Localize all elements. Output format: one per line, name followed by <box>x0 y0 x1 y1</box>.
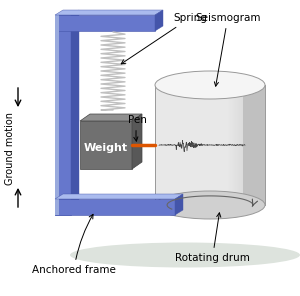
Polygon shape <box>80 121 132 169</box>
Polygon shape <box>259 85 265 205</box>
Text: Weight: Weight <box>84 143 128 153</box>
Polygon shape <box>262 85 265 205</box>
Polygon shape <box>230 85 265 205</box>
Polygon shape <box>255 85 265 205</box>
Polygon shape <box>239 85 265 205</box>
Polygon shape <box>236 85 265 205</box>
Ellipse shape <box>155 191 265 219</box>
Polygon shape <box>250 85 265 205</box>
Text: Spring: Spring <box>121 13 207 64</box>
Polygon shape <box>80 114 142 121</box>
Polygon shape <box>251 85 265 205</box>
Text: Seismogram: Seismogram <box>195 13 260 86</box>
Polygon shape <box>254 85 265 205</box>
Polygon shape <box>246 85 265 205</box>
Text: Rotating drum: Rotating drum <box>175 213 250 263</box>
Polygon shape <box>241 85 265 205</box>
Polygon shape <box>238 85 265 205</box>
Polygon shape <box>155 10 163 31</box>
Polygon shape <box>55 194 183 199</box>
Polygon shape <box>175 194 183 215</box>
Polygon shape <box>244 85 265 205</box>
Polygon shape <box>232 85 265 205</box>
Polygon shape <box>242 85 265 205</box>
Polygon shape <box>233 85 265 205</box>
Polygon shape <box>261 85 265 205</box>
Polygon shape <box>243 85 265 205</box>
Polygon shape <box>252 85 265 205</box>
Polygon shape <box>229 85 265 205</box>
Text: Ground motion: Ground motion <box>5 112 15 184</box>
Polygon shape <box>55 15 59 215</box>
Text: Pen: Pen <box>128 115 147 141</box>
Polygon shape <box>256 85 265 205</box>
Polygon shape <box>55 199 175 215</box>
Polygon shape <box>260 85 265 205</box>
Ellipse shape <box>70 242 300 268</box>
Polygon shape <box>55 15 155 31</box>
Polygon shape <box>132 114 142 169</box>
Polygon shape <box>243 85 265 205</box>
Polygon shape <box>248 85 265 205</box>
Polygon shape <box>226 85 265 205</box>
Text: Anchored frame: Anchored frame <box>32 214 116 275</box>
Ellipse shape <box>155 71 265 99</box>
Polygon shape <box>155 85 265 205</box>
Polygon shape <box>264 85 265 205</box>
Polygon shape <box>55 15 71 215</box>
Polygon shape <box>257 85 265 205</box>
Polygon shape <box>247 85 265 205</box>
Polygon shape <box>228 85 265 205</box>
Polygon shape <box>71 10 79 215</box>
Polygon shape <box>234 85 265 205</box>
Polygon shape <box>237 85 265 205</box>
Polygon shape <box>55 10 163 15</box>
